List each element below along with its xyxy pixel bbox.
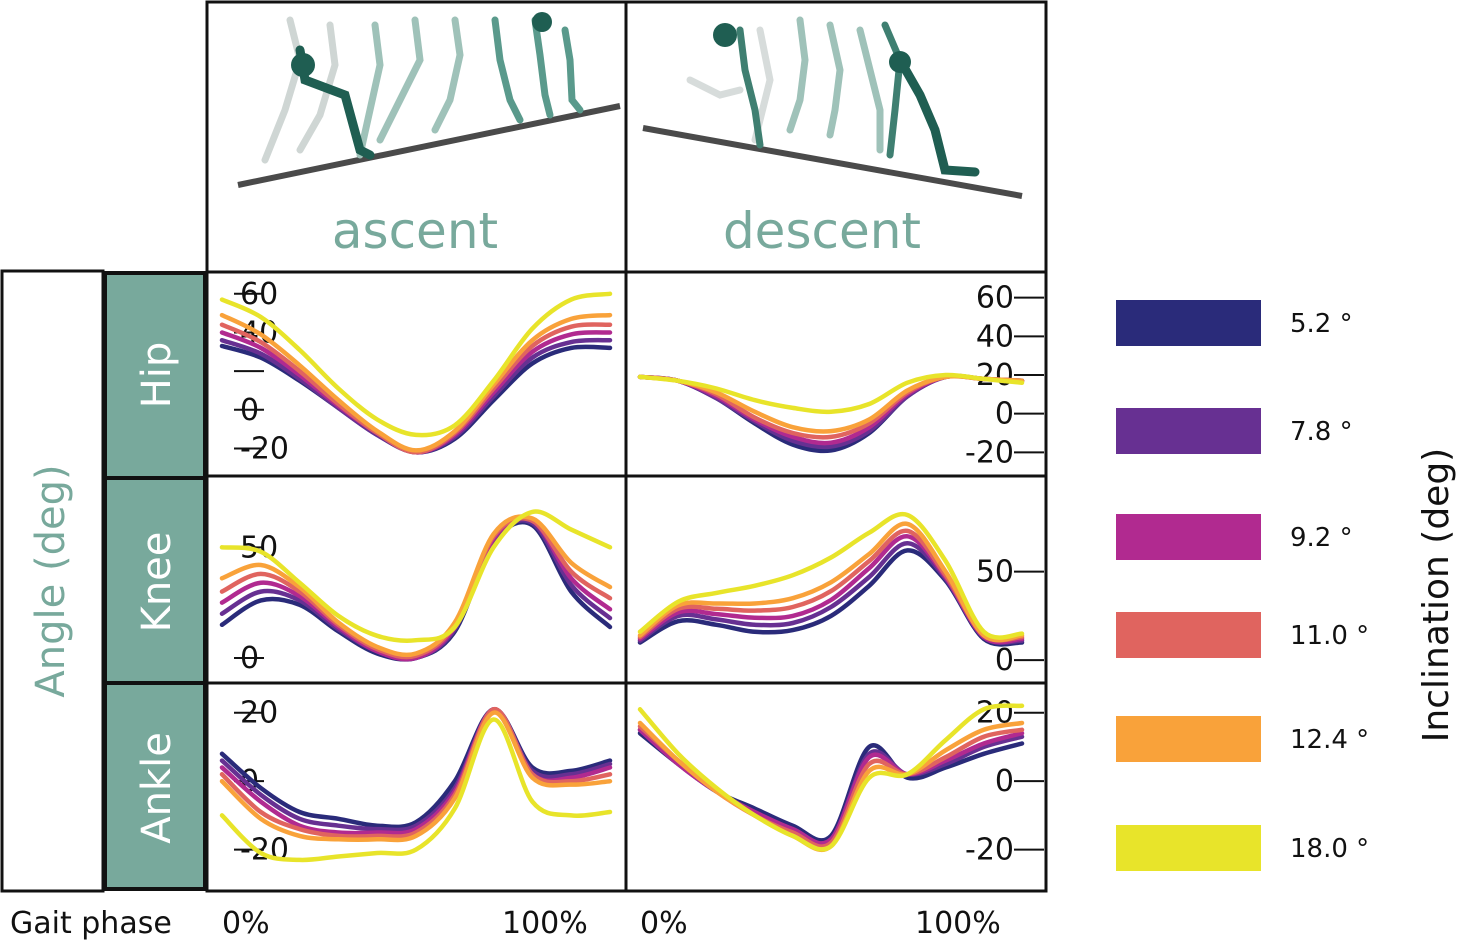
- y-tick: 0: [995, 764, 1044, 799]
- y-tick: 60: [234, 277, 278, 312]
- y-tick-label: -20: [965, 833, 1014, 868]
- hip-label-box: [107, 275, 203, 476]
- legend-label: 18.0 °: [1290, 834, 1369, 864]
- descent-start-label: 0%: [640, 906, 688, 941]
- series-line-18.0: [637, 703, 1025, 852]
- legend-label: 12.4 °: [1290, 725, 1369, 755]
- header-ascent-panel: ascent: [205, 0, 628, 274]
- series-line-18.0: [219, 291, 613, 438]
- row-title: Angle (deg): [28, 464, 74, 697]
- legend-label: 7.8 °: [1290, 417, 1353, 447]
- legend-swatch: [1116, 612, 1261, 658]
- descent-title: descent: [723, 202, 921, 260]
- panel-ascent-knee: 500: [205, 474, 628, 685]
- y-tick-label: 50: [976, 555, 1014, 590]
- y-tick-label: 20: [240, 696, 278, 731]
- y-tick-label: 60: [976, 281, 1014, 316]
- legend-label: 9.2 °: [1290, 523, 1353, 553]
- series-line-12.4: [219, 710, 613, 843]
- series-line-11.0: [219, 707, 613, 839]
- series-line-7.8: [219, 707, 613, 833]
- hip-label: Hip: [134, 342, 180, 409]
- series-line-18.0: [637, 511, 1025, 640]
- row-title-box: Angle (deg): [0, 269, 105, 893]
- legend-item: 12.4 °: [1116, 716, 1369, 762]
- legend: 5.2 ° 7.8 ° 9.2 ° 11.0 ° 12.4 ° 18.0 °: [1116, 300, 1369, 871]
- ankle-label-box: [107, 685, 203, 887]
- series-line-12.4: [219, 312, 613, 453]
- descent-end-label: 100%: [915, 906, 1001, 941]
- y-tick: 20: [234, 696, 278, 731]
- ascent-title: ascent: [332, 202, 498, 260]
- series-line-18.0: [637, 372, 1025, 415]
- series-line-12.4: [219, 514, 613, 658]
- y-tick-label: 60: [240, 277, 278, 312]
- ascent-start-label: 0%: [222, 906, 270, 941]
- panel-descent-knee: 50 0: [624, 474, 1048, 685]
- ascent-end-label: 100%: [502, 906, 588, 941]
- knee-label-box: [107, 480, 203, 681]
- knee-label: Knee: [134, 532, 180, 633]
- y-tick: 50: [976, 555, 1044, 590]
- y-tick-label: 0: [240, 641, 259, 676]
- y-tick-label: 0: [240, 393, 259, 428]
- panel-ascent-ankle: 200-20: [205, 681, 628, 893]
- y-tick-label: 20: [976, 358, 1014, 393]
- legend-item: 11.0 °: [1116, 612, 1369, 658]
- y-tick-label: 0: [995, 397, 1014, 432]
- legend-swatch: [1116, 408, 1261, 454]
- series-line-18.0: [219, 717, 613, 863]
- y-tick: -20: [234, 431, 289, 466]
- y-tick-label: 0: [995, 643, 1014, 678]
- series-line-12.4: [637, 521, 1025, 643]
- y-tick: 0: [995, 397, 1044, 432]
- legend-label: 11.0 °: [1290, 621, 1369, 651]
- y-tick: -20: [965, 833, 1044, 868]
- y-tick: 40: [976, 319, 1044, 354]
- y-tick-label: 40: [976, 319, 1014, 354]
- series-line-5.2: [219, 707, 613, 830]
- y-tick: 60: [976, 281, 1044, 316]
- series-line-18.0: [219, 509, 613, 643]
- y-tick: 0: [234, 641, 264, 676]
- joint-labels: Hip Knee Ankle: [103, 271, 207, 891]
- y-tick-label: 0: [995, 764, 1014, 799]
- header-descent-panel: descent: [624, 0, 1048, 274]
- legend-swatch: [1116, 716, 1261, 762]
- y-tick-label: -20: [240, 833, 289, 868]
- y-tick-label: -20: [240, 431, 289, 466]
- legend-label: 5.2 °: [1290, 309, 1353, 339]
- y-tick: 20: [976, 358, 1044, 393]
- legend-item: 18.0 °: [1116, 825, 1369, 871]
- legend-swatch: [1116, 300, 1261, 346]
- y-tick: 0: [234, 393, 264, 428]
- ankle-label: Ankle: [134, 732, 180, 844]
- skeleton-descent-illustration: [642, 16, 1023, 199]
- y-tick: 0: [995, 643, 1044, 678]
- gait-phase-axis: Gait phase 0% 100% 0% 100%: [10, 906, 1001, 941]
- legend-item: 5.2 °: [1116, 300, 1353, 346]
- legend-title: Inclination (deg): [1416, 448, 1457, 742]
- y-tick: -20: [965, 435, 1044, 470]
- legend-item: 9.2 °: [1116, 514, 1353, 560]
- y-tick-label: -20: [965, 435, 1014, 470]
- y-tick: -20: [234, 833, 289, 868]
- panel-descent-ankle: 200-20: [624, 681, 1048, 893]
- legend-swatch: [1116, 514, 1261, 560]
- gait-phase-label: Gait phase: [10, 906, 172, 941]
- legend-item: 7.8 °: [1116, 408, 1353, 454]
- skeleton-ascent-illustration: [237, 12, 621, 188]
- legend-swatch: [1116, 825, 1261, 871]
